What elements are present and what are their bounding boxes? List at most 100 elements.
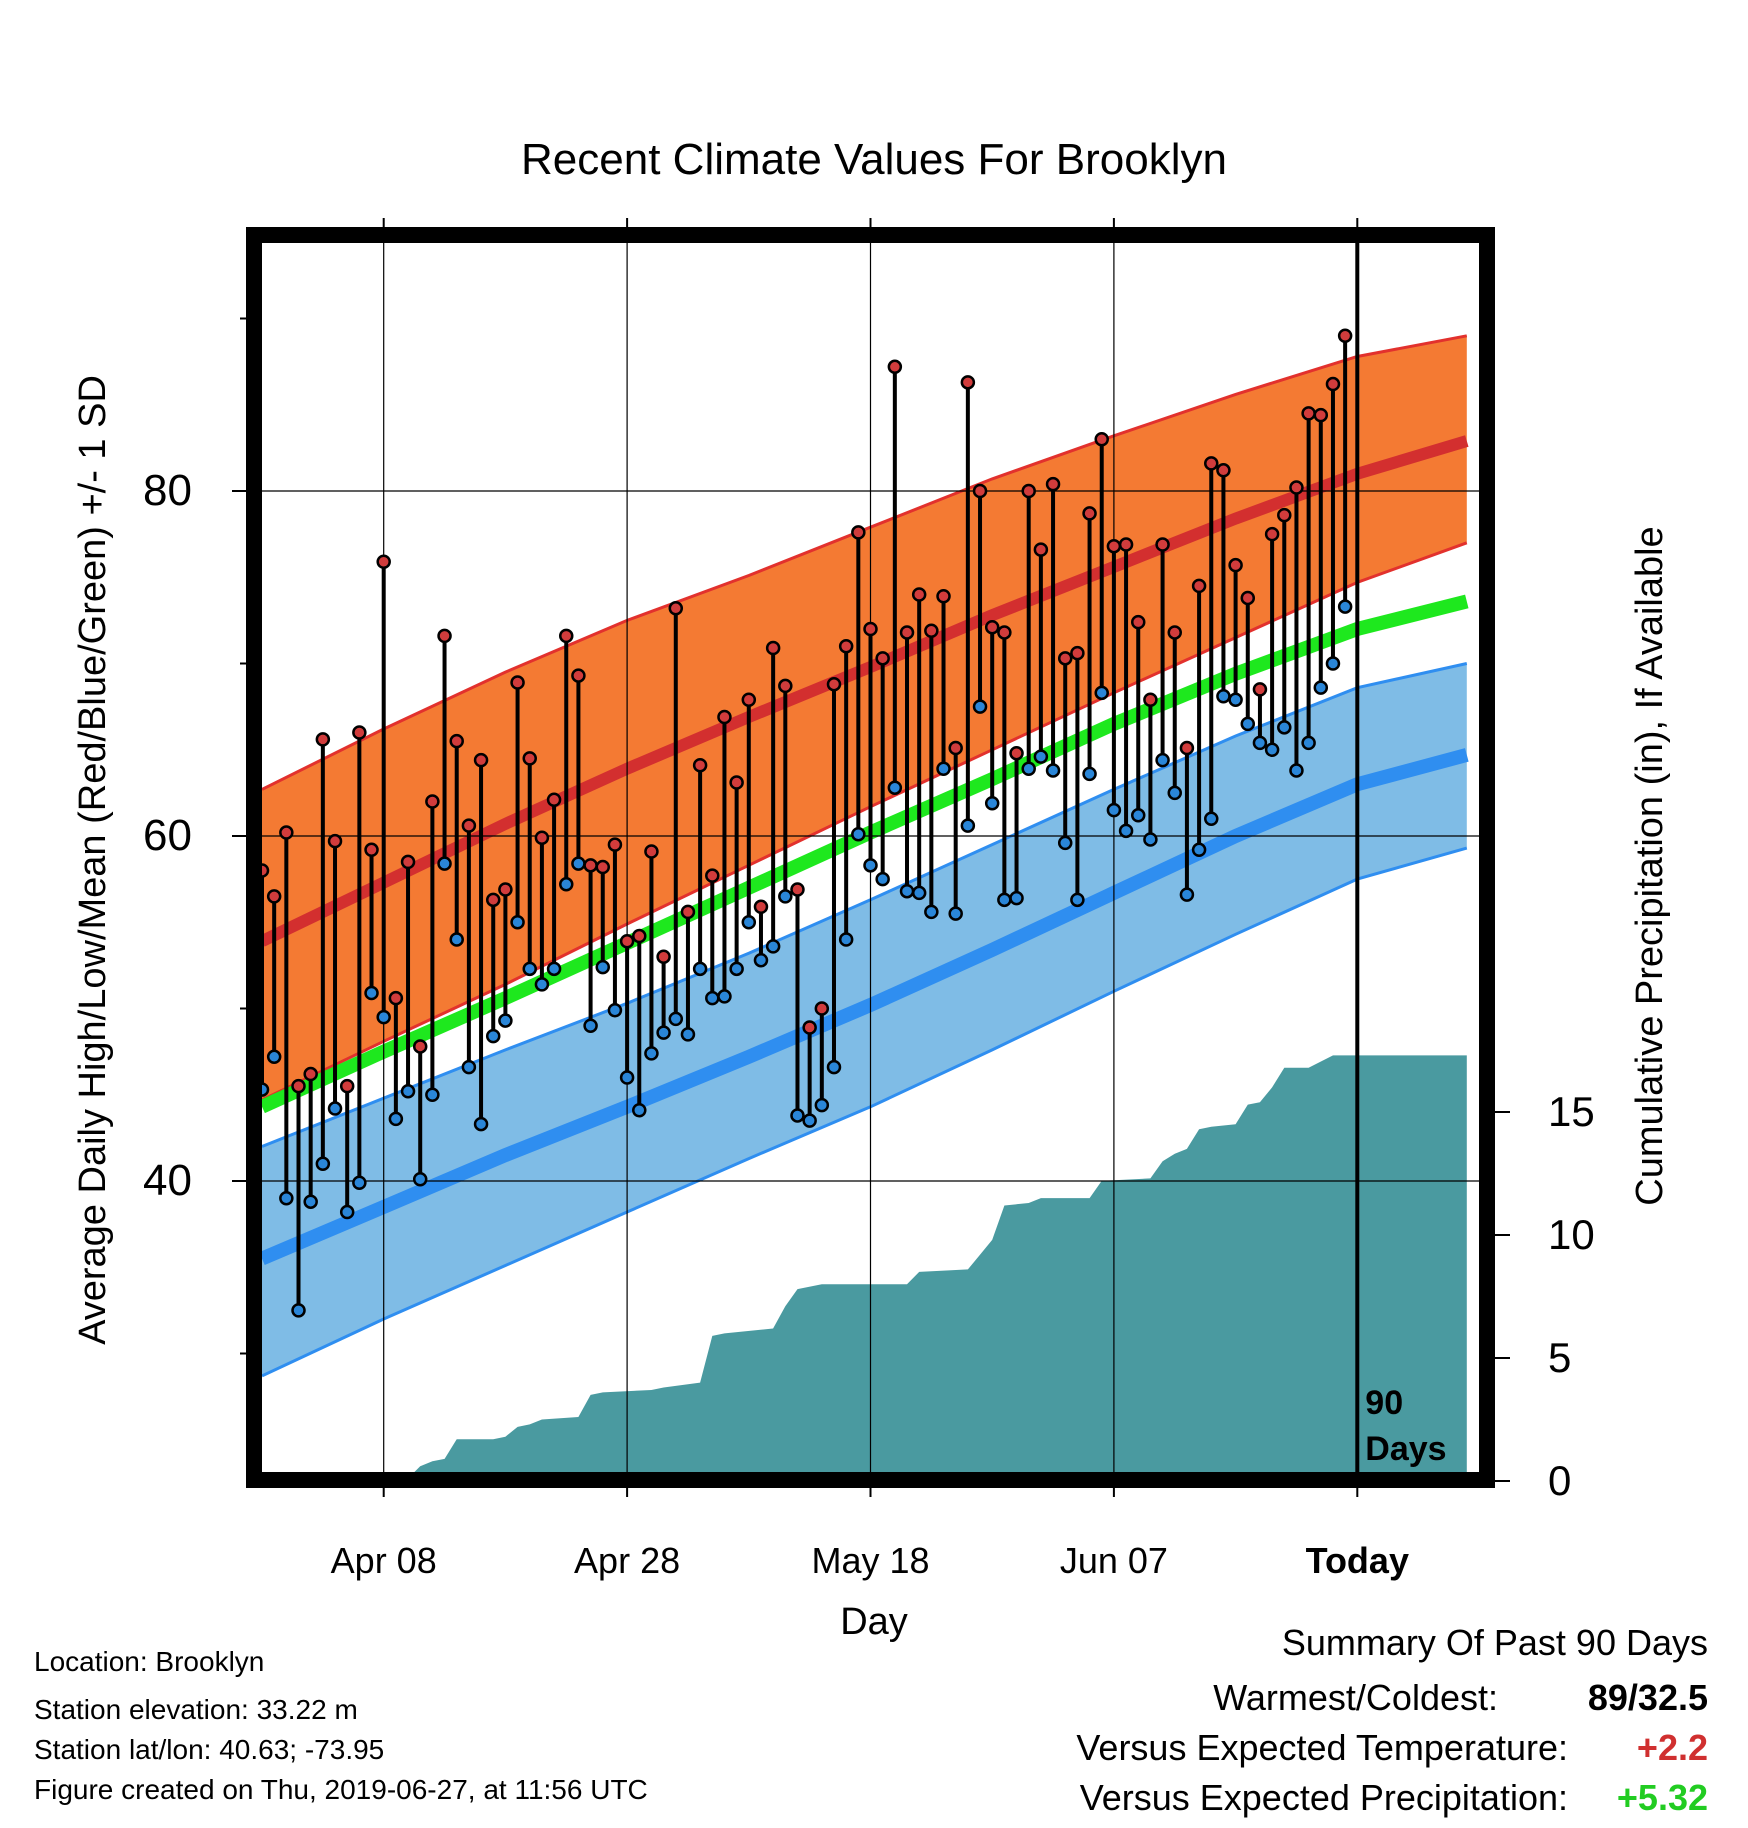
- temp-vs-expected-value: +2.2: [1636, 1727, 1708, 1768]
- daily-high-point: [911, 587, 927, 602]
- daily-high-point: [461, 818, 477, 833]
- daily-low-point: [1118, 823, 1134, 839]
- daily-high-point: [291, 1078, 306, 1094]
- y-tick-label: 60: [143, 811, 192, 860]
- daily-high-point: [1252, 682, 1268, 697]
- y2-axis-label: Cumulative Precipitation (in), If Availa…: [1629, 526, 1671, 1205]
- daily-high-point: [875, 651, 890, 666]
- x-tick-label: Today: [1306, 1540, 1409, 1581]
- daily-high-point: [632, 928, 647, 944]
- daily-low-point: [376, 1009, 391, 1025]
- temp-vs-expected-label: Versus Expected Temperature:: [1076, 1727, 1568, 1768]
- daily-high-point: [473, 752, 489, 768]
- daily-high-point: [412, 1039, 428, 1054]
- daily-high-point: [1264, 526, 1280, 542]
- daily-low-point: [619, 1070, 635, 1085]
- daily-high-point: [814, 1001, 830, 1016]
- daily-high-point: [1118, 537, 1134, 552]
- daily-low-point: [826, 1059, 842, 1075]
- daily-high-point: [303, 1066, 318, 1082]
- daily-low-point: [425, 1087, 440, 1102]
- daily-low-point: [1143, 832, 1158, 847]
- daily-low-point: [510, 915, 525, 930]
- daily-low-point: [1009, 890, 1024, 906]
- daily-low-point: [741, 915, 757, 930]
- daily-low-point: [1106, 802, 1122, 818]
- daily-high-point: [400, 854, 416, 870]
- daily-low-point: [1240, 716, 1256, 732]
- daily-low-point: [997, 892, 1012, 908]
- daily-low-point: [498, 1013, 513, 1028]
- daily-low-point: [400, 1084, 416, 1099]
- daily-high-point: [339, 1078, 355, 1094]
- daily-high-point: [1313, 407, 1329, 423]
- daily-high-point: [753, 899, 769, 914]
- daily-high-point: [765, 640, 781, 656]
- daily-high-point: [778, 678, 793, 694]
- daily-high-point: [376, 554, 391, 569]
- daily-high-point: [705, 868, 720, 883]
- daily-low-point: [1179, 887, 1195, 902]
- daily-high-point: [1106, 538, 1122, 554]
- daily-high-point: [595, 859, 611, 875]
- daily-low-point: [339, 1204, 355, 1220]
- daily-low-point: [1313, 680, 1329, 695]
- daily-low-point: [668, 1011, 684, 1027]
- daily-low-point: [485, 1028, 501, 1044]
- figure-created: Figure created on Thu, 2019-06-27, at 11…: [34, 1774, 648, 1805]
- daily-high-point: [1143, 692, 1158, 707]
- y2-tick-label: 0: [1548, 1457, 1571, 1504]
- daily-high-point: [1228, 557, 1243, 573]
- daily-high-point: [559, 628, 574, 644]
- daily-high-point: [729, 775, 744, 790]
- daily-high-point: [680, 904, 696, 920]
- daily-high-point: [262, 863, 270, 878]
- low-sd-band: [262, 663, 1467, 1376]
- daily-high-point: [1216, 463, 1231, 478]
- daily-high-point: [1082, 506, 1097, 521]
- daily-high-point: [1155, 537, 1170, 552]
- daily-low-point: [717, 989, 732, 1004]
- daily-high-point: [522, 751, 537, 766]
- daily-high-point: [619, 933, 635, 949]
- daily-high-point: [607, 837, 623, 852]
- daily-high-point: [1325, 376, 1341, 392]
- daily-low-point: [838, 932, 854, 947]
- daily-low-point: [1228, 692, 1243, 707]
- daily-low-point: [1337, 599, 1353, 614]
- plot-area: 90 Days 40 60 80 Apr 08 Apr 28 May 18 Jun 07 Toda…: [143, 218, 1595, 1581]
- daily-high-point: [887, 359, 903, 375]
- daily-low-point: [1204, 811, 1219, 826]
- daily-high-point: [583, 858, 598, 873]
- daily-low-point: [1216, 689, 1231, 704]
- precip-vs-expected-label: Versus Expected Precipitation:: [1079, 1777, 1568, 1818]
- daily-low-point: [595, 959, 611, 975]
- daily-low-point: [1033, 749, 1049, 764]
- daily-low-point: [692, 961, 708, 977]
- daily-low-point: [656, 1025, 671, 1040]
- daily-high-point: [1277, 507, 1292, 523]
- period-marker-label: Days: [1365, 1430, 1446, 1468]
- daily-low-point: [1301, 735, 1316, 751]
- daily-high-point: [546, 792, 562, 808]
- high-sd-band: [262, 335, 1467, 1100]
- daily-high-point: [924, 623, 939, 638]
- daily-high-point: [1167, 625, 1182, 640]
- precip-vs-expected-value: +5.32: [1616, 1777, 1708, 1818]
- daily-high-point: [1204, 456, 1219, 471]
- daily-low-point: [473, 1116, 489, 1132]
- daily-low-point: [1289, 763, 1304, 778]
- daily-high-point: [1179, 740, 1195, 756]
- daily-low-point: [790, 1108, 805, 1123]
- daily-low-point: [911, 885, 927, 901]
- daily-low-point: [1264, 742, 1280, 757]
- daily-high-point: [826, 676, 842, 692]
- daily-low-point: [583, 1018, 598, 1033]
- daily-low-point: [948, 906, 963, 921]
- station-latlon: Station lat/lon: 40.63; -73.95: [34, 1734, 385, 1765]
- daily-high-point: [1033, 542, 1049, 557]
- chart-title: Recent Climate Values For Brooklyn: [521, 135, 1227, 184]
- daily-low-point: [851, 827, 866, 842]
- daily-high-point: [899, 625, 915, 640]
- daily-low-point: [1021, 761, 1036, 776]
